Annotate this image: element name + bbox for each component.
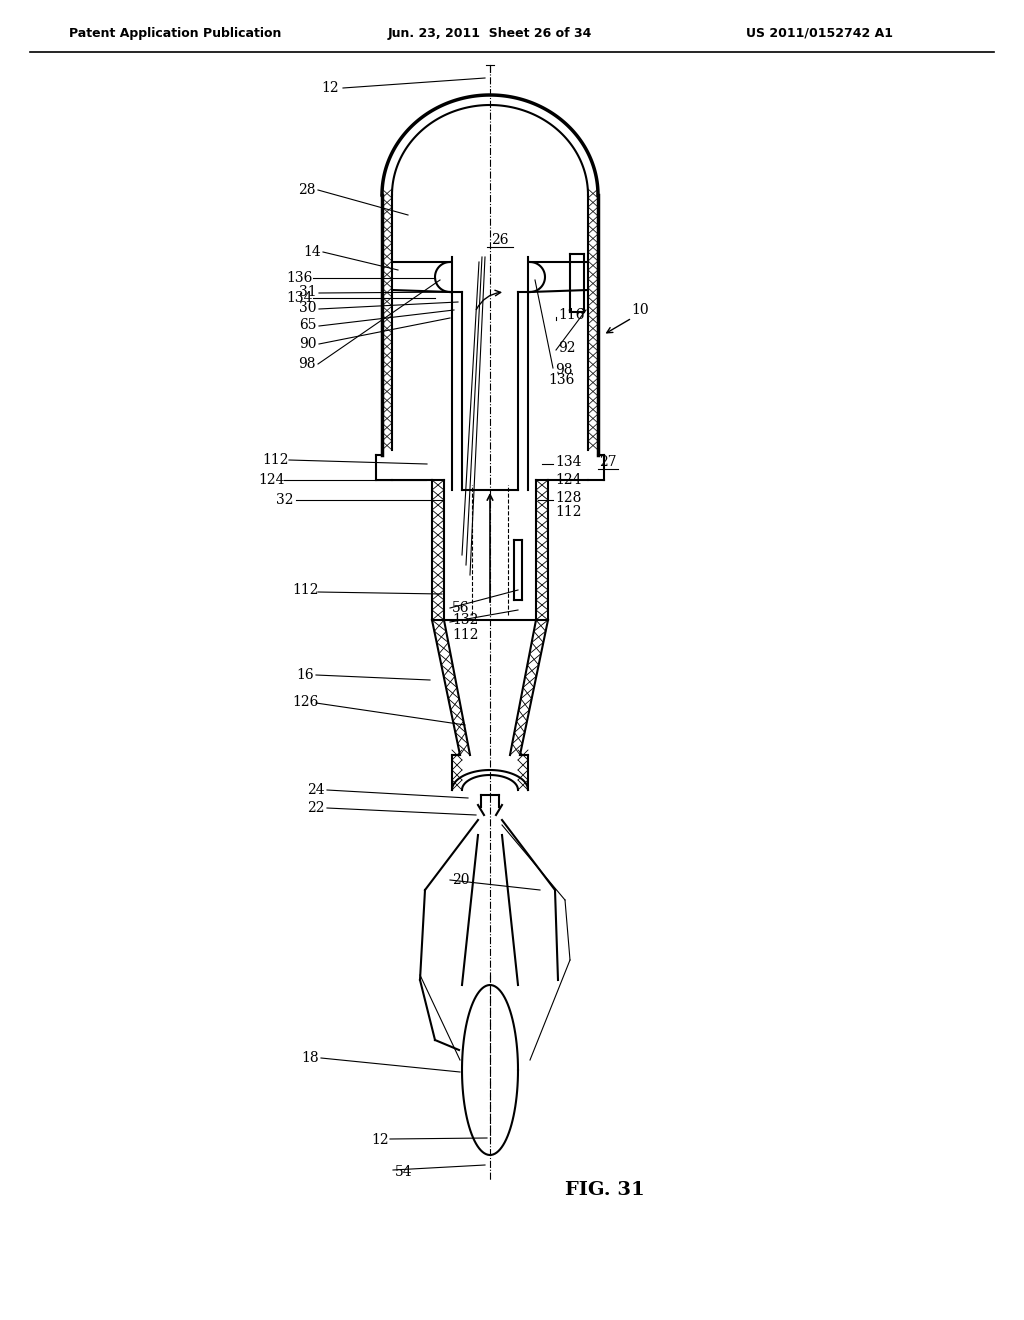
Text: 54: 54 xyxy=(395,1166,413,1179)
Text: 134: 134 xyxy=(555,455,582,469)
Text: 12: 12 xyxy=(371,1133,389,1147)
Text: 12: 12 xyxy=(322,81,339,95)
Text: 16: 16 xyxy=(296,668,313,682)
Text: 22: 22 xyxy=(307,801,325,814)
Text: 65: 65 xyxy=(299,318,316,333)
Text: 98: 98 xyxy=(298,356,315,371)
Text: 26: 26 xyxy=(492,234,509,247)
Text: Patent Application Publication: Patent Application Publication xyxy=(69,26,282,40)
Text: 18: 18 xyxy=(301,1051,318,1065)
Text: 14: 14 xyxy=(303,246,321,259)
Text: 28: 28 xyxy=(298,183,315,197)
Text: 134: 134 xyxy=(287,290,313,305)
Text: 124: 124 xyxy=(259,473,286,487)
Text: 112: 112 xyxy=(263,453,289,467)
Text: 116: 116 xyxy=(558,308,585,322)
Text: 24: 24 xyxy=(307,783,325,797)
Text: 31: 31 xyxy=(299,285,316,300)
Text: 27: 27 xyxy=(599,455,616,469)
Text: 56: 56 xyxy=(452,601,469,615)
Text: 136: 136 xyxy=(287,271,313,285)
Text: FIG. 31: FIG. 31 xyxy=(565,1181,645,1199)
Text: 32: 32 xyxy=(276,492,294,507)
Text: 90: 90 xyxy=(299,337,316,351)
Text: 128: 128 xyxy=(555,491,582,506)
Text: 92: 92 xyxy=(558,341,575,355)
Text: US 2011/0152742 A1: US 2011/0152742 A1 xyxy=(746,26,894,40)
Text: 30: 30 xyxy=(299,301,316,315)
Text: 98: 98 xyxy=(555,363,572,378)
Text: 112: 112 xyxy=(452,628,478,642)
Text: 132: 132 xyxy=(452,612,478,627)
Text: 112: 112 xyxy=(555,506,582,519)
Text: 136: 136 xyxy=(548,374,574,387)
Text: 112: 112 xyxy=(293,583,319,597)
Text: 20: 20 xyxy=(452,873,469,887)
Text: 124: 124 xyxy=(555,473,582,487)
Text: Jun. 23, 2011  Sheet 26 of 34: Jun. 23, 2011 Sheet 26 of 34 xyxy=(388,26,592,40)
Text: 126: 126 xyxy=(292,696,318,709)
Text: 10: 10 xyxy=(631,304,649,317)
